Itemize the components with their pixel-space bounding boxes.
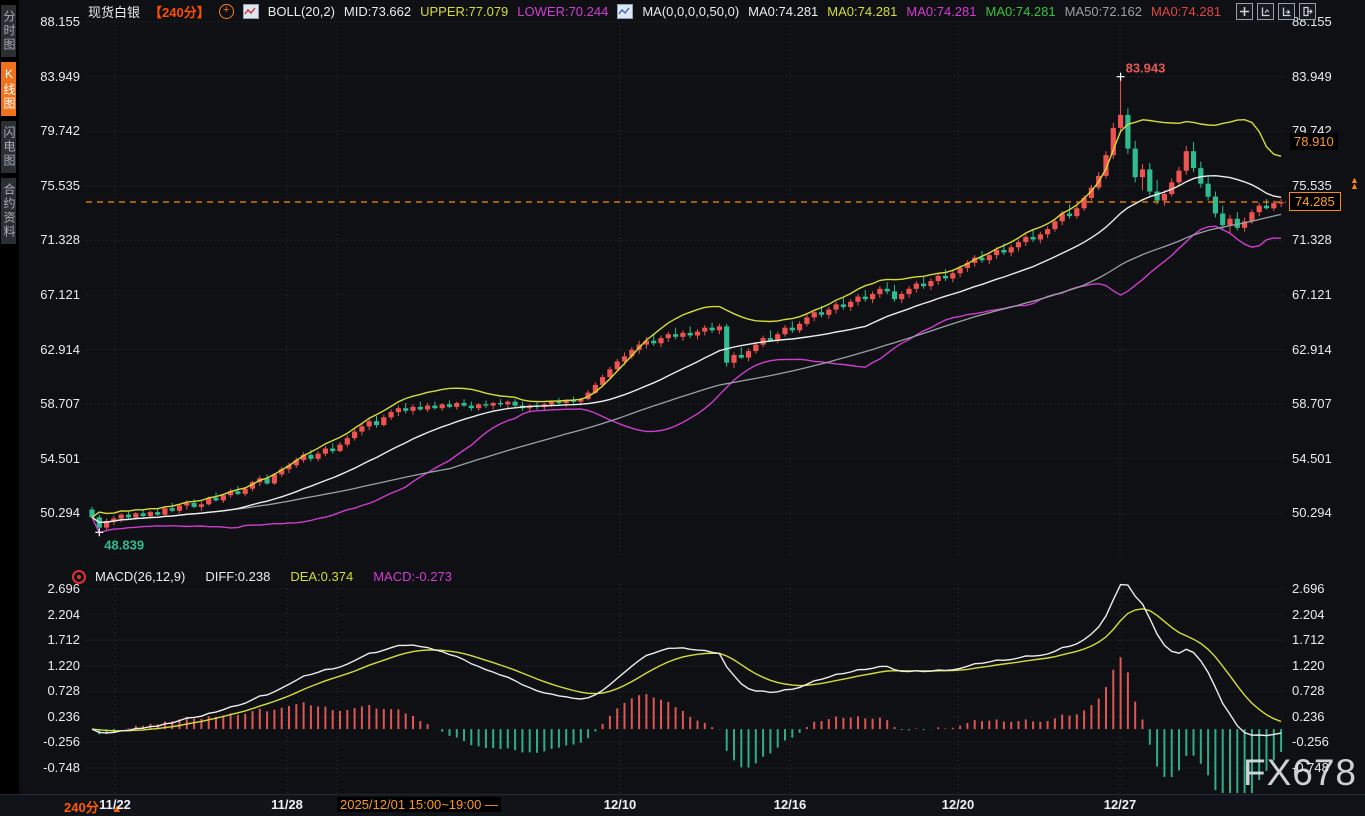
svg-text:83.943: 83.943 — [1126, 61, 1166, 76]
symbol-title: 现货白银 — [88, 4, 141, 20]
x-axis-date-label: 11/22 — [99, 797, 131, 812]
period-badge: 【240分】 — [149, 4, 210, 20]
chevron-up-icon: ▲ — [111, 803, 123, 815]
x-axis-date-label: 12/27 — [1103, 797, 1137, 812]
sidebar-tab-contract-info[interactable]: 合约资料 — [1, 178, 16, 244]
x-axis-date-label: 12/10 — [603, 797, 637, 812]
y-axis-zoom-icon[interactable] — [1257, 3, 1274, 20]
ma-value: MA50:72.162 — [1064, 3, 1142, 19]
detach-window-icon[interactable] — [1299, 3, 1316, 20]
ma-value: MA0:74.281 — [827, 3, 898, 19]
indicator-settings-icon[interactable] — [72, 569, 86, 584]
sidebar-tab-flash-chart[interactable]: 闪电图 — [1, 121, 16, 173]
price-up-arrow-icon: ▲ ▲ — [1350, 175, 1359, 192]
ma-indicator-icon[interactable] — [617, 3, 634, 19]
boll-indicator-icon[interactable] — [242, 3, 259, 19]
period-selector-label: 240分 — [64, 800, 99, 815]
macd-header-value: MACD(26,12,9) — [95, 569, 186, 584]
macd-header-value: DIFF:0.238 — [205, 569, 271, 584]
macd-values-group: MACD(26,12,9) DIFF:0.238 DEA:0.374 MACD:-0.… — [95, 569, 462, 584]
x-axis-date-label: 11/28 — [271, 797, 303, 812]
period-selector[interactable]: 240分 ▲ — [64, 797, 122, 816]
sidebar-tab-kline-chart[interactable]: K线图 — [1, 62, 16, 116]
ma-value: MA0:74.281 — [906, 3, 977, 19]
svg-text:48.839: 48.839 — [104, 537, 144, 552]
circle-plus-icon[interactable]: + — [218, 3, 234, 19]
chart-header: 现货白银 【240分】 + BOLL(20,2) MID:73.662 UPPE… — [88, 0, 1221, 22]
ma-value: MA0:74.281 — [748, 3, 819, 19]
boll-mid-value: MID:73.662 — [343, 3, 412, 19]
x-axis-date-label: 12/20 — [941, 797, 975, 812]
last-price-label: 74.285 — [1289, 192, 1341, 212]
ma-value: MA0:74.281 — [985, 3, 1056, 19]
sidebar-tab-time-chart[interactable]: 分时图 — [1, 5, 16, 57]
x-axis-zoom-icon[interactable] — [1278, 3, 1295, 20]
sidebar: 分时图 K线图闪电图合约资料 — [0, 0, 19, 816]
boll-label: BOLL(20,2) — [267, 3, 335, 19]
x-axis-date-label: 12/16 — [773, 797, 807, 812]
macd-panel-header: MACD(26,12,9) DIFF:0.238 DEA:0.374 MACD:-0.… — [72, 569, 462, 584]
boll-lower-value: LOWER:70.244 — [517, 3, 609, 19]
macd-header-value: DEA:0.374 — [290, 569, 354, 584]
marked-price-label: 78.910 — [1290, 133, 1338, 150]
x-axis-date-label: 2025/12/01 15:00~19:00 — — [337, 797, 501, 812]
ma-label: MA(0,0,0,0,50,0) — [642, 3, 740, 19]
chart-toolbar — [1232, 3, 1316, 20]
ma-values-group: MA0:74.281 MA0:74.281 MA0:74.281 MA0:74.281… — [748, 4, 1221, 19]
pan-tool-icon[interactable] — [1236, 3, 1253, 20]
macd-header-value: MACD:-0.273 — [373, 569, 452, 584]
bottom-axis-bar: 240分 ▲ 11/22 11/28 2025/12/01 15:00~19:00 … — [0, 794, 1365, 816]
boll-upper-value: UPPER:77.079 — [420, 3, 509, 19]
ma-value: MA0:74.281 — [1150, 3, 1222, 19]
watermark: FX678 — [1243, 752, 1358, 793]
